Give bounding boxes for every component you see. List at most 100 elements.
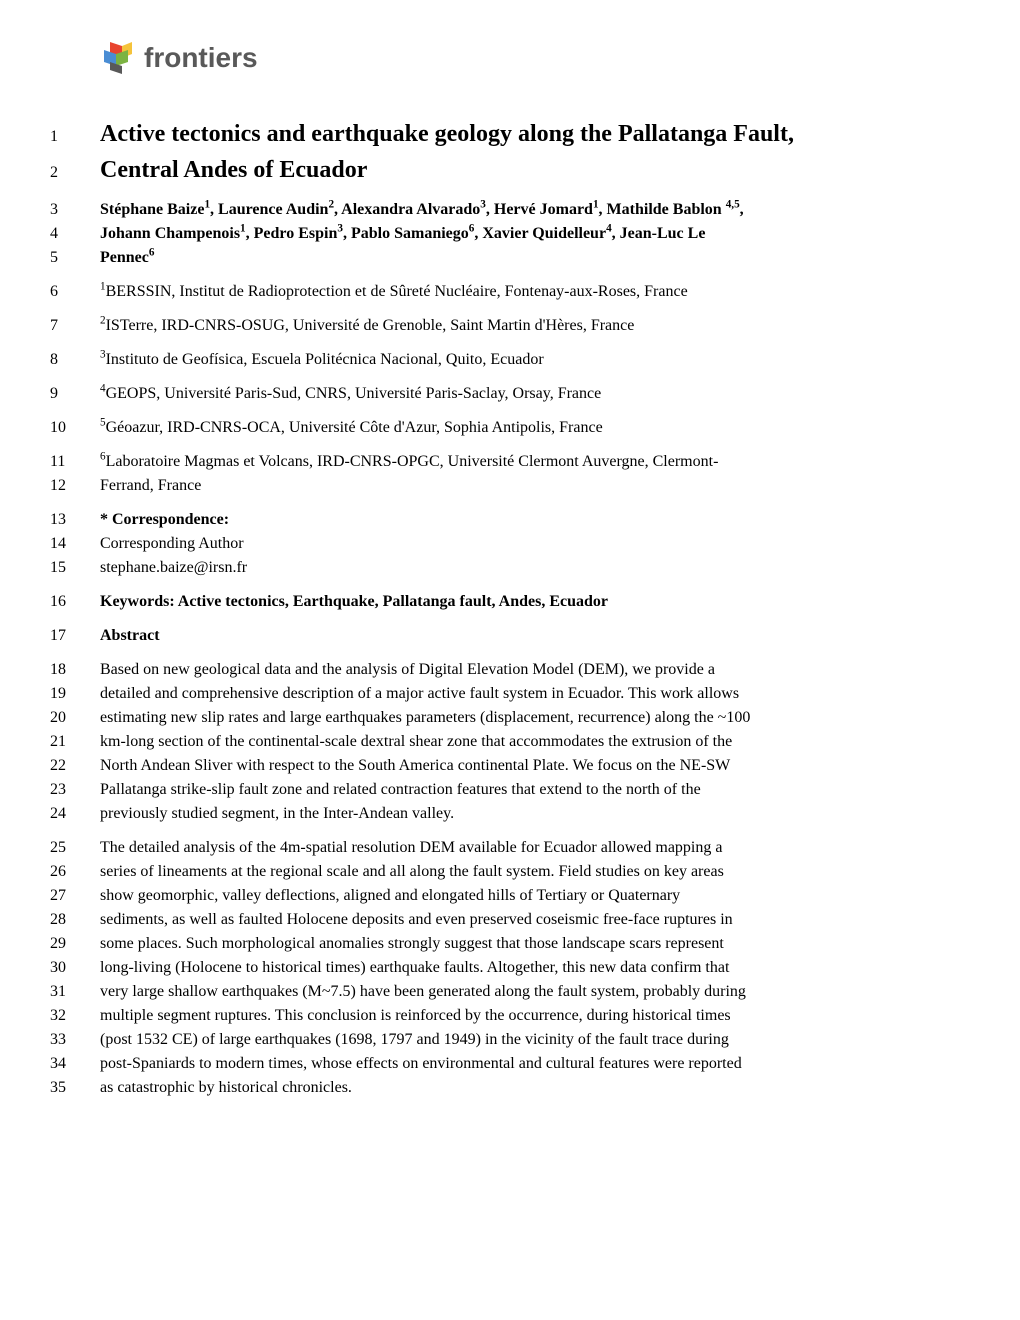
affiliation-line: 72ISTerre, IRD-CNRS-OSUG, Université de … [50, 314, 960, 338]
line-number: 2 [50, 161, 100, 185]
abstract-text: sediments, as well as faulted Holocene d… [100, 908, 960, 932]
abstract-line: 23Pallatanga strike-slip fault zone and … [50, 778, 960, 802]
affiliation-line: 94GEOPS, Université Paris-Sud, CNRS, Uni… [50, 382, 960, 406]
affiliation-text: 5Géoazur, IRD-CNRS-OCA, Université Côte … [100, 416, 960, 440]
abstract-heading: 17 Abstract [50, 624, 960, 648]
keywords-text: Keywords: Active tectonics, Earthquake, … [100, 590, 960, 614]
abstract-text: long-living (Holocene to historical time… [100, 956, 960, 980]
abstract-text: series of lineaments at the regional sca… [100, 860, 960, 884]
line-number: 13 [50, 508, 100, 532]
abstract-text: North Andean Sliver with respect to the … [100, 754, 960, 778]
affiliation-line: 12Ferrand, France [50, 474, 960, 498]
abstract-text: show geomorphic, valley deflections, ali… [100, 884, 960, 908]
affiliation-text: Ferrand, France [100, 474, 960, 498]
line-number: 5 [50, 246, 100, 270]
line-number: 32 [50, 1004, 100, 1028]
abstract-line: 24previously studied segment, in the Int… [50, 802, 960, 826]
document-content: 1 Active tectonics and earthquake geolog… [50, 116, 960, 1100]
affiliation-text: 2ISTerre, IRD-CNRS-OSUG, Université de G… [100, 314, 960, 338]
title-line-2: 2 Central Andes of Ecuador [50, 152, 960, 188]
line-number: 4 [50, 222, 100, 246]
abstract-line: 25The detailed analysis of the 4m-spatia… [50, 836, 960, 860]
line-number: 27 [50, 884, 100, 908]
logo-text: frontiers [144, 42, 258, 74]
correspondence-text: stephane.baize@irsn.fr [100, 556, 960, 580]
line-number: 18 [50, 658, 100, 682]
line-number: 29 [50, 932, 100, 956]
abstract-text: km-long section of the continental-scale… [100, 730, 960, 754]
abstract-text: estimating new slip rates and large eart… [100, 706, 960, 730]
abstract-line: 29some places. Such morphological anomal… [50, 932, 960, 956]
line-number: 11 [50, 450, 100, 474]
line-number: 22 [50, 754, 100, 778]
title-line-1: 1 Active tectonics and earthquake geolog… [50, 116, 960, 152]
abstract-line: 27show geomorphic, valley deflections, a… [50, 884, 960, 908]
affiliation-text: 3Instituto de Geofísica, Escuela Politéc… [100, 348, 960, 372]
authors-text: Pennec6 [100, 246, 960, 270]
affiliation-line: 61BERSSIN, Institut de Radioprotection e… [50, 280, 960, 304]
abstract-line: 35as catastrophic by historical chronicl… [50, 1076, 960, 1100]
title-text: Central Andes of Ecuador [100, 152, 960, 188]
abstract-line: 33(post 1532 CE) of large earthquakes (1… [50, 1028, 960, 1052]
line-number: 23 [50, 778, 100, 802]
abstract-text: Based on new geological data and the ana… [100, 658, 960, 682]
title-text: Active tectonics and earthquake geology … [100, 116, 960, 152]
abstract-text: detailed and comprehensive description o… [100, 682, 960, 706]
line-number: 35 [50, 1076, 100, 1100]
line-number: 1 [50, 125, 100, 149]
abstract-text: some places. Such morphological anomalie… [100, 932, 960, 956]
line-number: 33 [50, 1028, 100, 1052]
affiliation-text: 4GEOPS, Université Paris-Sud, CNRS, Univ… [100, 382, 960, 406]
line-number: 28 [50, 908, 100, 932]
abstract-line: 18Based on new geological data and the a… [50, 658, 960, 682]
line-number: 21 [50, 730, 100, 754]
line-number: 20 [50, 706, 100, 730]
abstract-line: 26series of lineaments at the regional s… [50, 860, 960, 884]
authors-text: Stéphane Baize1, Laurence Audin2, Alexan… [100, 198, 960, 222]
affiliation-line: 83Instituto de Geofísica, Escuela Polité… [50, 348, 960, 372]
abstract-line: 30long-living (Holocene to historical ti… [50, 956, 960, 980]
correspondence-line: 15 stephane.baize@irsn.fr [50, 556, 960, 580]
line-number: 26 [50, 860, 100, 884]
correspondence-line: 13 * Correspondence: [50, 508, 960, 532]
abstract-text: very large shallow earthquakes (M~7.5) h… [100, 980, 960, 1004]
abstract-line: 22North Andean Sliver with respect to th… [50, 754, 960, 778]
abstract-heading-text: Abstract [100, 624, 960, 648]
affiliation-line: 105Géoazur, IRD-CNRS-OCA, Université Côt… [50, 416, 960, 440]
line-number: 31 [50, 980, 100, 1004]
abstract-text: multiple segment ruptures. This conclusi… [100, 1004, 960, 1028]
line-number: 12 [50, 474, 100, 498]
abstract-text: Pallatanga strike-slip fault zone and re… [100, 778, 960, 802]
line-number: 10 [50, 416, 100, 440]
authors-line: 4 Johann Champenois1, Pedro Espin3, Pabl… [50, 222, 960, 246]
authors-text: Johann Champenois1, Pedro Espin3, Pablo … [100, 222, 960, 246]
frontiers-logo-icon [100, 40, 136, 76]
line-number: 3 [50, 198, 100, 222]
affiliation-text: 1BERSSIN, Institut de Radioprotection et… [100, 280, 960, 304]
line-number: 6 [50, 280, 100, 304]
abstract-text: The detailed analysis of the 4m-spatial … [100, 836, 960, 860]
authors-line: 5 Pennec6 [50, 246, 960, 270]
abstract-line: 21km-long section of the continental-sca… [50, 730, 960, 754]
abstract-text: post-Spaniards to modern times, whose ef… [100, 1052, 960, 1076]
correspondence-text: * Correspondence: [100, 508, 960, 532]
abstract-line: 34post-Spaniards to modern times, whose … [50, 1052, 960, 1076]
affiliation-line: 116Laboratoire Magmas et Volcans, IRD-CN… [50, 450, 960, 474]
line-number: 9 [50, 382, 100, 406]
abstract-line: 32multiple segment ruptures. This conclu… [50, 1004, 960, 1028]
correspondence-line: 14 Corresponding Author [50, 532, 960, 556]
line-number: 17 [50, 624, 100, 648]
line-number: 34 [50, 1052, 100, 1076]
logo-section: frontiers [100, 40, 960, 76]
authors-line: 3 Stéphane Baize1, Laurence Audin2, Alex… [50, 198, 960, 222]
correspondence-text: Corresponding Author [100, 532, 960, 556]
abstract-text: as catastrophic by historical chronicles… [100, 1076, 960, 1100]
line-number: 14 [50, 532, 100, 556]
line-number: 15 [50, 556, 100, 580]
line-number: 30 [50, 956, 100, 980]
line-number: 8 [50, 348, 100, 372]
abstract-line: 20estimating new slip rates and large ea… [50, 706, 960, 730]
line-number: 24 [50, 802, 100, 826]
keywords-line: 16 Keywords: Active tectonics, Earthquak… [50, 590, 960, 614]
affiliation-text: 6Laboratoire Magmas et Volcans, IRD-CNRS… [100, 450, 960, 474]
